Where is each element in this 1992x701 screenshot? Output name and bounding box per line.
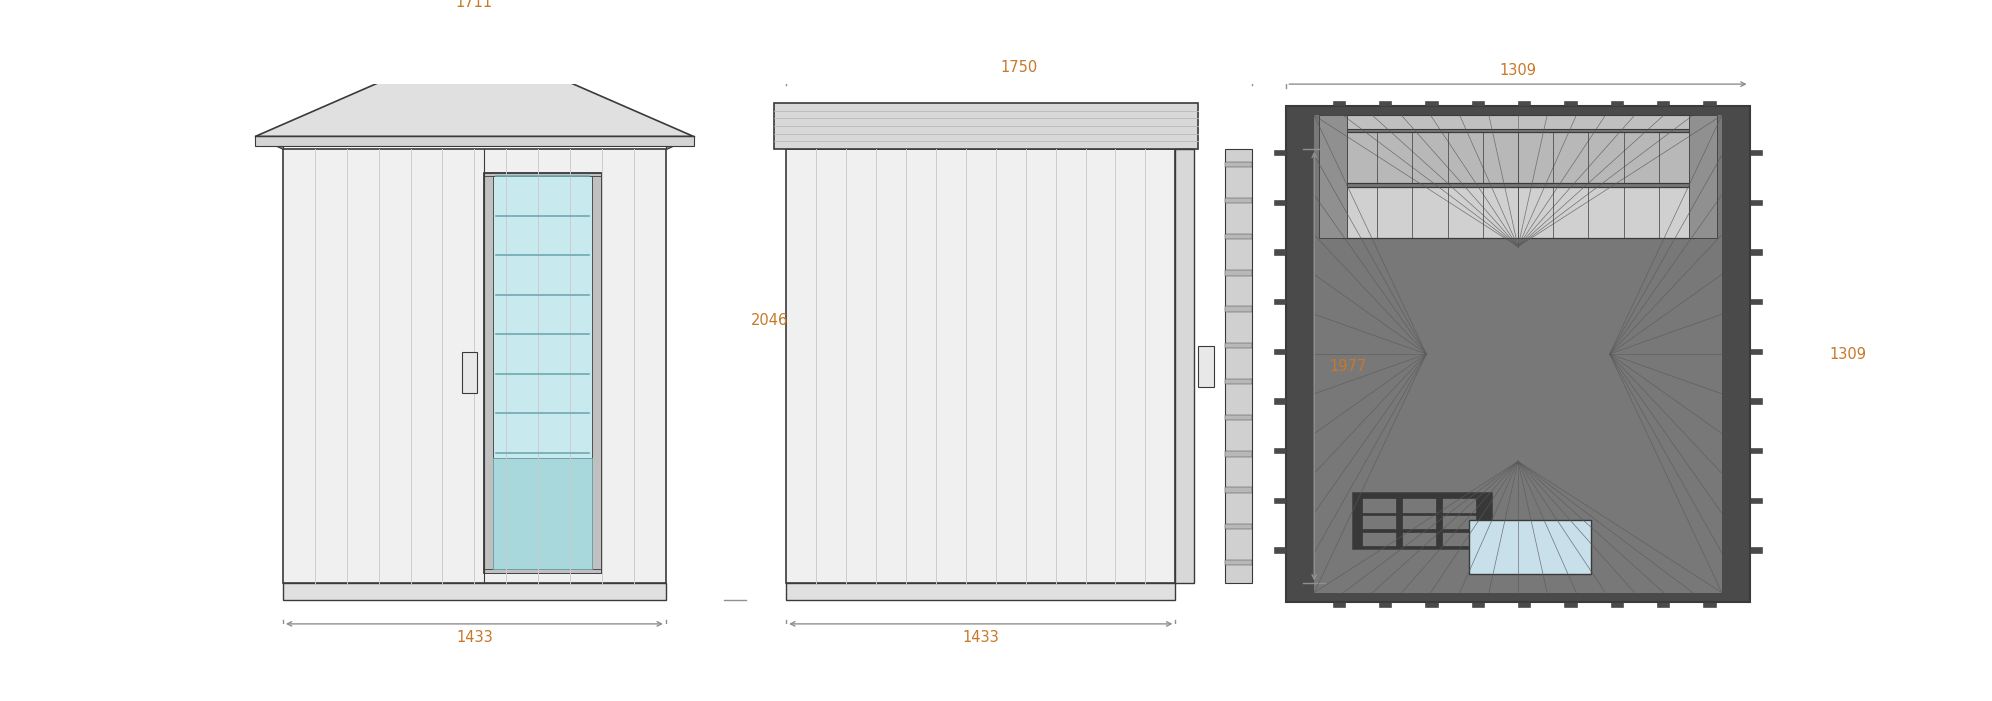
Bar — [1442, 498, 1476, 512]
Bar — [1749, 547, 1763, 552]
Bar — [1749, 498, 1763, 503]
Bar — [1225, 162, 1253, 167]
Bar — [1378, 602, 1390, 606]
Bar — [1442, 515, 1476, 529]
Bar — [1518, 102, 1530, 106]
Bar — [1333, 102, 1345, 106]
Bar — [1564, 102, 1578, 106]
Bar — [1275, 547, 1287, 552]
Bar — [1225, 343, 1253, 348]
Bar — [1343, 187, 1693, 238]
Bar — [1333, 602, 1345, 606]
Bar — [1275, 150, 1287, 156]
Bar — [1319, 116, 1347, 238]
Text: 1711: 1711 — [456, 0, 492, 11]
Bar — [1225, 524, 1253, 529]
Bar — [1363, 531, 1396, 546]
Bar — [1225, 149, 1253, 583]
Text: 1309: 1309 — [1831, 346, 1867, 362]
Bar — [1343, 132, 1693, 183]
Bar — [1275, 348, 1287, 354]
Polygon shape — [665, 137, 693, 149]
Bar — [1472, 602, 1484, 606]
Bar — [1749, 150, 1763, 156]
Text: 1309: 1309 — [1500, 62, 1536, 78]
Bar — [1225, 487, 1253, 493]
Bar — [1564, 602, 1578, 606]
Bar — [1612, 602, 1623, 606]
Bar — [1275, 448, 1287, 454]
Bar — [1657, 102, 1669, 106]
Bar — [1225, 415, 1253, 421]
Bar — [1749, 299, 1763, 304]
Bar — [1225, 451, 1253, 456]
Bar — [1275, 250, 1287, 254]
Bar — [1657, 602, 1669, 606]
Bar — [1225, 198, 1253, 203]
Bar — [1315, 116, 1721, 592]
Text: 1433: 1433 — [456, 630, 492, 646]
Polygon shape — [255, 41, 693, 137]
Bar — [1378, 102, 1390, 106]
Text: 1750: 1750 — [1000, 60, 1038, 75]
Bar — [1703, 102, 1715, 106]
Bar — [1426, 102, 1438, 106]
Bar — [1363, 498, 1396, 512]
Bar — [1518, 602, 1530, 606]
Bar — [1472, 102, 1484, 106]
Bar — [1402, 531, 1436, 546]
Bar — [1225, 379, 1253, 384]
Bar — [592, 173, 602, 573]
Bar — [1612, 102, 1623, 106]
Bar — [1402, 515, 1436, 529]
Text: 1977: 1977 — [1331, 359, 1367, 374]
Bar — [1703, 602, 1715, 606]
Bar — [1175, 149, 1193, 583]
Bar — [484, 569, 602, 573]
Bar — [1426, 602, 1438, 606]
Bar — [484, 173, 602, 573]
Text: 2046: 2046 — [751, 313, 789, 328]
Bar — [283, 149, 665, 583]
Bar — [773, 103, 1199, 149]
Bar — [1275, 299, 1287, 304]
Bar — [1225, 560, 1253, 565]
Bar — [1749, 200, 1763, 205]
Bar — [1402, 498, 1436, 512]
Polygon shape — [255, 137, 283, 149]
Bar — [283, 583, 665, 599]
Bar — [1442, 531, 1476, 546]
Bar — [1275, 398, 1287, 404]
Bar — [1353, 493, 1492, 550]
Bar — [1225, 234, 1253, 240]
Bar — [787, 583, 1175, 599]
Bar — [1468, 519, 1592, 573]
Bar — [1749, 398, 1763, 404]
Bar — [1343, 116, 1693, 129]
Bar — [484, 173, 602, 177]
Bar — [484, 173, 492, 573]
Bar — [255, 137, 693, 147]
Text: 1433: 1433 — [962, 630, 1000, 646]
Bar — [1287, 106, 1749, 602]
Bar — [1749, 348, 1763, 354]
Bar — [1749, 250, 1763, 254]
Bar — [1275, 200, 1287, 205]
Bar — [1275, 498, 1287, 503]
Bar — [1225, 306, 1253, 312]
Bar — [1199, 346, 1213, 387]
Bar — [492, 458, 592, 569]
Bar — [1363, 515, 1396, 529]
Bar — [1689, 116, 1717, 238]
Bar — [1225, 270, 1253, 275]
Bar — [462, 353, 478, 393]
Bar — [787, 149, 1175, 583]
Bar — [1749, 448, 1763, 454]
